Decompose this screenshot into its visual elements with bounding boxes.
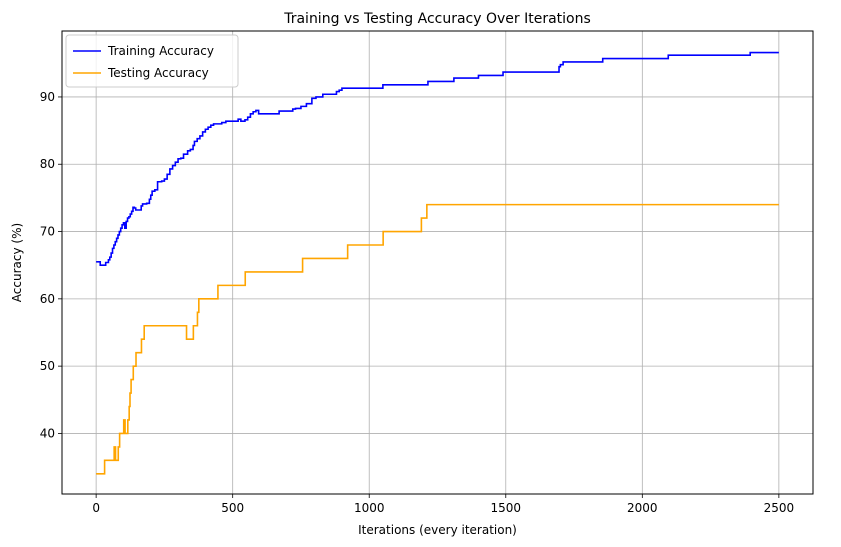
- legend-box: [65, 34, 239, 88]
- testing-accuracy-line: [96, 203, 779, 475]
- y-tick-label: 90: [40, 90, 55, 104]
- y-tick-label: 40: [40, 426, 55, 440]
- y-axis-label: Accuracy (%): [10, 223, 24, 302]
- chart-title: Training vs Testing Accuracy Over Iterat…: [283, 11, 591, 27]
- x-tick-label: 0: [92, 501, 100, 515]
- y-ticks: 40 50 60 70 80 90: [40, 90, 62, 440]
- training-accuracy-line: [96, 51, 779, 266]
- grid: [62, 31, 813, 494]
- x-tick-label: 500: [221, 501, 244, 515]
- y-tick-label: 60: [40, 292, 55, 306]
- axes-frame: [61, 30, 814, 495]
- series-group: [96, 51, 779, 475]
- x-tick-label: 2500: [764, 501, 795, 515]
- x-tick-label: 2000: [627, 501, 658, 515]
- y-tick-label: 70: [40, 225, 55, 239]
- x-tick-label: 1000: [354, 501, 385, 515]
- legend: Training Accuracy Testing Accuracy: [65, 34, 239, 88]
- y-tick-label: 50: [40, 359, 55, 373]
- x-tick-label: 1500: [490, 501, 521, 515]
- legend-label-training: Training Accuracy: [107, 44, 214, 58]
- x-axis-label: Iterations (every iteration): [358, 523, 517, 537]
- x-ticks: 0 500 1000 1500 2000 2500: [92, 494, 794, 515]
- y-tick-label: 80: [40, 157, 55, 171]
- legend-label-testing: Testing Accuracy: [107, 66, 209, 80]
